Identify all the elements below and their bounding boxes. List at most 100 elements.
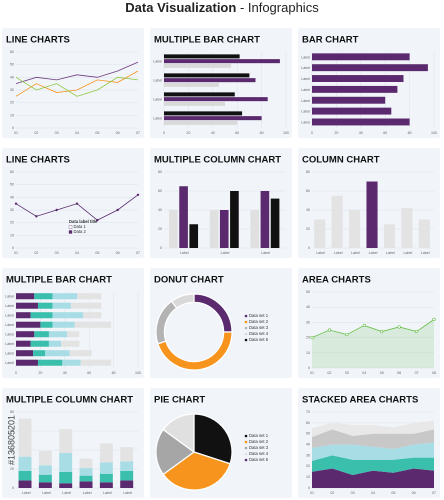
legend-label: Data set 3 — [249, 325, 269, 330]
bar — [164, 63, 232, 68]
x-tick-label: 0 — [15, 371, 17, 375]
bar — [16, 359, 38, 366]
bar — [312, 107, 392, 115]
y-tick-label: 0 — [308, 486, 310, 490]
line — [15, 61, 139, 85]
category-label: Label — [5, 323, 14, 327]
x-tick-label: 100 — [283, 131, 289, 135]
slice — [155, 428, 196, 476]
bar — [70, 302, 102, 309]
category-label: Label — [5, 352, 14, 356]
x-tick-label: 07 — [415, 371, 419, 375]
y-tick-label: 80 — [306, 170, 310, 174]
x-tick-label: 60 — [87, 371, 91, 375]
category-label: Label — [153, 116, 162, 120]
y-tick-label: 0 — [308, 366, 310, 370]
bar — [312, 96, 386, 104]
bar — [99, 443, 113, 463]
bar — [260, 191, 270, 248]
y-tick-label: 20 — [306, 464, 310, 468]
area — [312, 442, 434, 461]
y-tick-label: 60 — [10, 50, 14, 54]
marker — [35, 215, 38, 218]
bar — [418, 219, 430, 248]
bar — [52, 321, 75, 328]
bar — [164, 116, 262, 121]
x-tick-label: 06 — [116, 131, 120, 135]
category-label: Label — [42, 491, 51, 495]
bar — [74, 321, 112, 328]
bar — [312, 118, 410, 126]
x-tick-label: 60 — [383, 131, 387, 135]
category-label: Label — [83, 491, 92, 495]
bar — [120, 447, 134, 462]
bar — [38, 450, 52, 466]
slice — [162, 451, 231, 491]
bar — [45, 350, 70, 357]
y-tick-label: 20 — [306, 336, 310, 340]
category-label: Label — [221, 251, 230, 255]
y-tick-label: 60 — [306, 421, 310, 425]
x-tick-label: 80 — [112, 371, 116, 375]
legend-swatch — [244, 440, 248, 444]
category-label: Label — [316, 251, 325, 255]
category-label: Label — [334, 251, 343, 255]
panel-title: AREA CHARTS — [302, 275, 371, 286]
y-tick-label: 60 — [158, 189, 162, 193]
legend-swatch — [244, 320, 248, 324]
y-tick-label: 20 — [10, 467, 14, 471]
panel-title: MULTIPLE BAR CHART — [6, 275, 112, 286]
bar — [349, 210, 361, 248]
bar — [77, 293, 102, 300]
marker — [96, 218, 99, 222]
y-tick-label: 60 — [10, 429, 14, 433]
annotation: Data label title — [69, 219, 98, 224]
y-tick-label: 60 — [306, 189, 310, 193]
y-tick-label: 0 — [12, 486, 14, 490]
category-label: Label — [22, 491, 31, 495]
legend-label: Data set 4 — [249, 331, 269, 336]
y-tick-label: 50 — [306, 432, 310, 436]
bar — [18, 470, 32, 481]
bar — [59, 471, 73, 484]
x-tick-label: 40 — [359, 131, 363, 135]
y-tick-label: 40 — [306, 443, 310, 447]
bar — [38, 482, 52, 488]
y-tick-label: 0 — [308, 246, 310, 250]
bar — [83, 312, 102, 319]
panel-title: MULTIPLE COLUMN CHART — [6, 395, 133, 406]
y-tick-label: 20 — [10, 101, 14, 105]
marker — [414, 329, 419, 334]
x-tick-label: 01 — [310, 371, 314, 375]
category-label: Label — [301, 66, 310, 70]
bar — [79, 458, 93, 469]
x-tick-label: 05 — [391, 491, 395, 495]
category-label: Label — [301, 88, 310, 92]
line — [15, 76, 139, 97]
x-tick-label: 20 — [38, 371, 42, 375]
bar — [250, 210, 260, 248]
legend-label: Data set 5 — [249, 337, 269, 342]
x-tick-label: 0 — [163, 131, 165, 135]
category-label: Label — [123, 491, 132, 495]
bar — [164, 54, 240, 59]
bar — [312, 85, 398, 93]
legend-swatch — [244, 314, 248, 318]
bar — [59, 429, 73, 453]
x-tick-label: 40 — [211, 131, 215, 135]
line — [311, 319, 435, 338]
category-label: Label — [301, 99, 310, 103]
title-rest: - Infographics — [240, 0, 319, 15]
x-tick-label: 04 — [75, 251, 79, 255]
x-tick-label: 0 — [311, 131, 313, 135]
legend-swatch — [68, 230, 73, 234]
bar — [189, 224, 199, 248]
bar — [16, 302, 38, 309]
category-label: Label — [153, 78, 162, 82]
legend-label: Data set 1 — [249, 313, 269, 318]
x-tick-label: 08 — [432, 371, 436, 375]
category-label: Label — [5, 361, 14, 365]
bar — [164, 101, 225, 106]
bar — [52, 302, 71, 309]
bar — [16, 321, 41, 328]
